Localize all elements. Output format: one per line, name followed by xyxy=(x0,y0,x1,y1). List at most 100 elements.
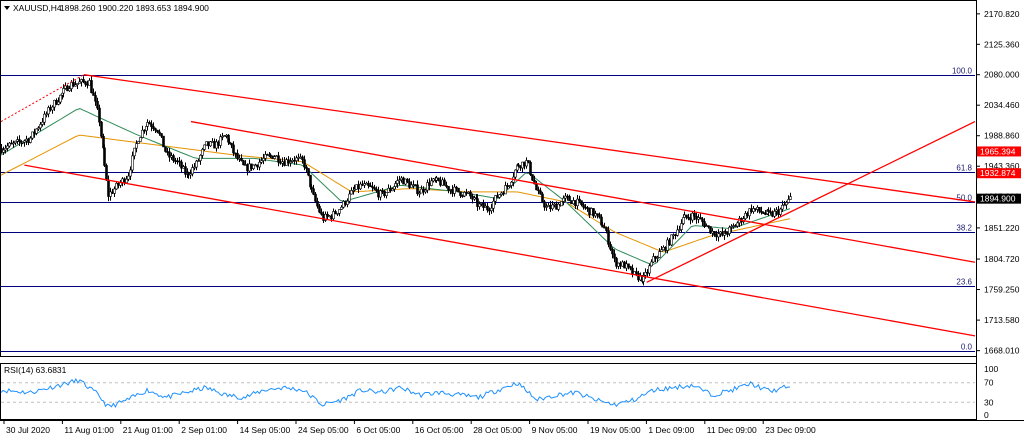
candle-body xyxy=(219,136,222,146)
candle-body xyxy=(105,165,108,181)
candle-body xyxy=(246,164,249,172)
candle-body xyxy=(406,178,409,183)
candle-body xyxy=(348,193,351,202)
time-axis[interactable]: 30 Jul 2020 11 Aug 01:00 21 Aug 01:00 2 Sep… xyxy=(3,420,816,435)
candle-body xyxy=(217,141,220,146)
candle-body xyxy=(568,196,571,202)
symbol-label: XAUUSD,H4 xyxy=(13,3,62,13)
candle-body xyxy=(642,275,645,282)
candle-body xyxy=(752,208,755,212)
candle-body xyxy=(139,137,142,142)
candle-body xyxy=(12,142,15,145)
fib-level-label: 50.0 xyxy=(956,194,972,203)
candle-body xyxy=(447,185,450,191)
candle-body xyxy=(166,151,169,153)
price-axis[interactable]: 2170.820 2125.360 2080.000 2034.460 1988.860… xyxy=(976,9,1020,356)
candle-body xyxy=(410,184,413,188)
time-tick-label: 6 Oct 05:00 xyxy=(356,425,400,435)
candle-body xyxy=(45,113,48,116)
fib-level-label: 23.6 xyxy=(956,278,972,287)
candle-body xyxy=(453,186,456,194)
time-tick-label: 19 Nov 05:00 xyxy=(590,425,641,435)
time-tick-label: 21 Aug 01:00 xyxy=(123,425,173,435)
candle-body xyxy=(201,149,204,156)
candle-body xyxy=(730,226,733,228)
candle-body xyxy=(117,183,120,186)
channel-line-upper[interactable] xyxy=(83,74,976,203)
candle-body xyxy=(373,187,376,190)
candle-body xyxy=(70,82,73,90)
candle-body xyxy=(59,94,62,103)
candle-body xyxy=(199,155,202,161)
candle-body xyxy=(578,198,581,201)
channel-line-middle[interactable] xyxy=(190,120,976,263)
price-tick-label: 2034.460 xyxy=(984,100,1020,110)
candle-body xyxy=(504,185,507,195)
candle-body xyxy=(182,166,185,169)
time-tick-label: 2 Sep 01:00 xyxy=(181,425,227,435)
candle-body xyxy=(160,133,163,137)
channel-line-lower[interactable] xyxy=(24,164,976,337)
fib-level-label: 61.8 xyxy=(956,164,972,173)
candle-body xyxy=(98,107,101,123)
price-tick-label: 2125.360 xyxy=(984,39,1020,49)
candle-body xyxy=(236,153,239,159)
candle-body xyxy=(39,124,42,129)
candle-body xyxy=(541,193,544,203)
rsi-label: RSI(14) 63.6831 xyxy=(4,365,67,375)
candle-body xyxy=(459,191,462,196)
candle-body xyxy=(213,141,216,149)
candle-body xyxy=(129,169,132,177)
dropdown-triangle-icon[interactable] xyxy=(4,6,10,10)
time-tick-label: 28 Oct 05:00 xyxy=(473,425,522,435)
candlesticks xyxy=(0,76,792,286)
candle-body xyxy=(133,147,136,157)
candle-body xyxy=(463,192,466,197)
candle-body xyxy=(180,161,183,169)
candle-body xyxy=(94,95,97,102)
candle-body xyxy=(418,192,421,195)
candle-body xyxy=(596,213,599,215)
dashed-extension-line[interactable] xyxy=(0,74,85,123)
candle-body xyxy=(230,142,233,146)
candle-body xyxy=(86,83,89,86)
candle-body xyxy=(113,188,116,194)
candle-body xyxy=(141,129,144,138)
candle-body xyxy=(713,231,716,236)
candle-body xyxy=(88,80,91,86)
candle-body xyxy=(787,199,790,203)
candle-body xyxy=(769,211,772,213)
candle-body xyxy=(193,166,196,169)
price-tick-label: 1943.360 xyxy=(984,161,1020,171)
candle-body xyxy=(135,143,138,149)
candle-body xyxy=(728,226,731,234)
candle-body xyxy=(137,141,140,144)
fibonacci-levels[interactable]: 100.0 61.8 50.0 38.2 23.6 0.0 xyxy=(1,67,975,352)
price-tick-label: 1851.220 xyxy=(984,223,1020,233)
candle-body xyxy=(498,194,501,198)
candle-body xyxy=(162,135,165,148)
candle-body xyxy=(178,160,181,163)
candle-body xyxy=(701,218,704,222)
candle-body xyxy=(125,178,128,183)
candle-body xyxy=(709,226,712,234)
candle-body xyxy=(158,131,161,134)
candle-body xyxy=(656,257,659,259)
fib-level-label: 100.0 xyxy=(952,67,973,76)
candle-body xyxy=(783,204,786,207)
candle-body xyxy=(652,256,655,263)
candle-body xyxy=(529,161,532,175)
candle-body xyxy=(767,209,770,212)
channel-lines[interactable] xyxy=(0,74,976,337)
candle-body xyxy=(37,127,40,130)
candle-body xyxy=(305,166,308,169)
candle-body xyxy=(492,200,495,209)
candle-body xyxy=(316,201,319,207)
ohlc-values: 1898.260 1900.220 1893.653 1894.900 xyxy=(60,3,209,13)
channel-line-trend[interactable] xyxy=(646,120,976,283)
candle-body xyxy=(72,82,75,87)
main-panel-frame xyxy=(0,0,977,357)
candle-body xyxy=(476,198,479,207)
